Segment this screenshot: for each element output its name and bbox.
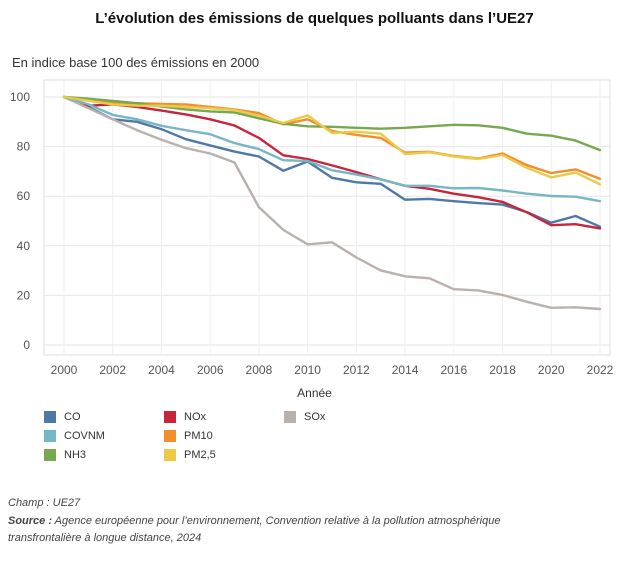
x-tick-label-2022: 2022 (587, 363, 614, 377)
legend-label-covnm: COVNM (64, 430, 105, 442)
legend-item-sox[interactable]: SOx (284, 411, 325, 423)
series-line-pm25 (62, 95, 602, 186)
x-tick-label-2012: 2012 (343, 363, 370, 377)
y-tick-label-20: 20 (17, 288, 31, 302)
x-tick-label-2008: 2008 (246, 363, 273, 377)
x-axis-title: Année (297, 386, 332, 400)
series-line-pm10 (62, 95, 602, 180)
legend-item-nh3[interactable]: NH3 (44, 449, 86, 461)
legend-item-covnm[interactable]: COVNM (44, 430, 105, 442)
plot-frame (43, 79, 611, 356)
legend-swatch-sox (284, 411, 296, 423)
legend-swatch-pm10 (164, 430, 176, 442)
legend-swatch-nox (164, 411, 176, 423)
x-tick-label-2004: 2004 (148, 363, 175, 377)
y-tick-label-60: 60 (17, 189, 31, 203)
footer-champ: Champ : UE27 (8, 497, 81, 509)
chart-subtitle: En indice base 100 des émissions en 2000 (12, 55, 260, 70)
line-chart: 0 20 40 60 80 100 2000 2002 2004 2006 2008 2010 2012… (10, 79, 614, 377)
legend-swatch-nh3 (44, 449, 56, 461)
series-line-nox (62, 95, 602, 230)
series-line-co (62, 95, 602, 228)
y-tick-label-0: 0 (23, 338, 30, 352)
legend-label-sox: SOx (304, 411, 326, 423)
legend-label-pm10: PM10 (184, 430, 213, 442)
legend-item-pm25[interactable]: PM2,5 (164, 449, 216, 461)
legend-label-nh3: NH3 (64, 449, 87, 461)
series-line-covnm (62, 95, 602, 203)
x-tick-label-2014: 2014 (392, 363, 419, 377)
legend-label-pm25: PM2,5 (184, 449, 216, 461)
footer-source-text: Agence européenne pour l’environnement, … (54, 515, 501, 527)
series-line-sox (62, 95, 602, 311)
legend-label-co: CO (64, 411, 81, 423)
y-tick-label-40: 40 (17, 239, 31, 253)
x-tick-label-2010: 2010 (294, 363, 321, 377)
x-tick-label-2016: 2016 (440, 363, 467, 377)
legend-swatch-pm25 (164, 449, 176, 461)
legend-swatch-covnm (44, 430, 56, 442)
x-tick-label-2006: 2006 (197, 363, 224, 377)
legend-swatch-co (44, 411, 56, 423)
y-tick-label-80: 80 (17, 140, 31, 154)
legend-item-co[interactable]: CO (44, 411, 81, 423)
x-tick-label-2018: 2018 (489, 363, 516, 377)
x-tick-label-2000: 2000 (51, 363, 78, 377)
x-tick-label-2002: 2002 (99, 363, 126, 377)
footer-source-line2: transfrontalière à longue distance, 2024 (8, 532, 202, 544)
footer-source-label: Source : (8, 515, 53, 527)
legend-item-nox[interactable]: NOx (164, 411, 206, 423)
legend-item-pm10[interactable]: PM10 (164, 430, 213, 442)
y-tick-label-100: 100 (10, 90, 30, 104)
legend-label-nox: NOx (184, 411, 206, 423)
x-tick-label-2020: 2020 (538, 363, 565, 377)
chart-title: L’évolution des émissions de quelques po… (95, 10, 534, 27)
footer-source: Source : Agence européenne pour l’enviro… (8, 515, 500, 527)
